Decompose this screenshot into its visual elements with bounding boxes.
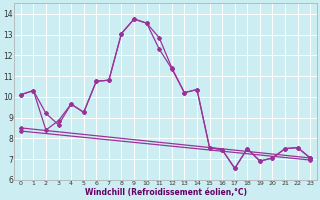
X-axis label: Windchill (Refroidissement éolien,°C): Windchill (Refroidissement éolien,°C) (84, 188, 246, 197)
